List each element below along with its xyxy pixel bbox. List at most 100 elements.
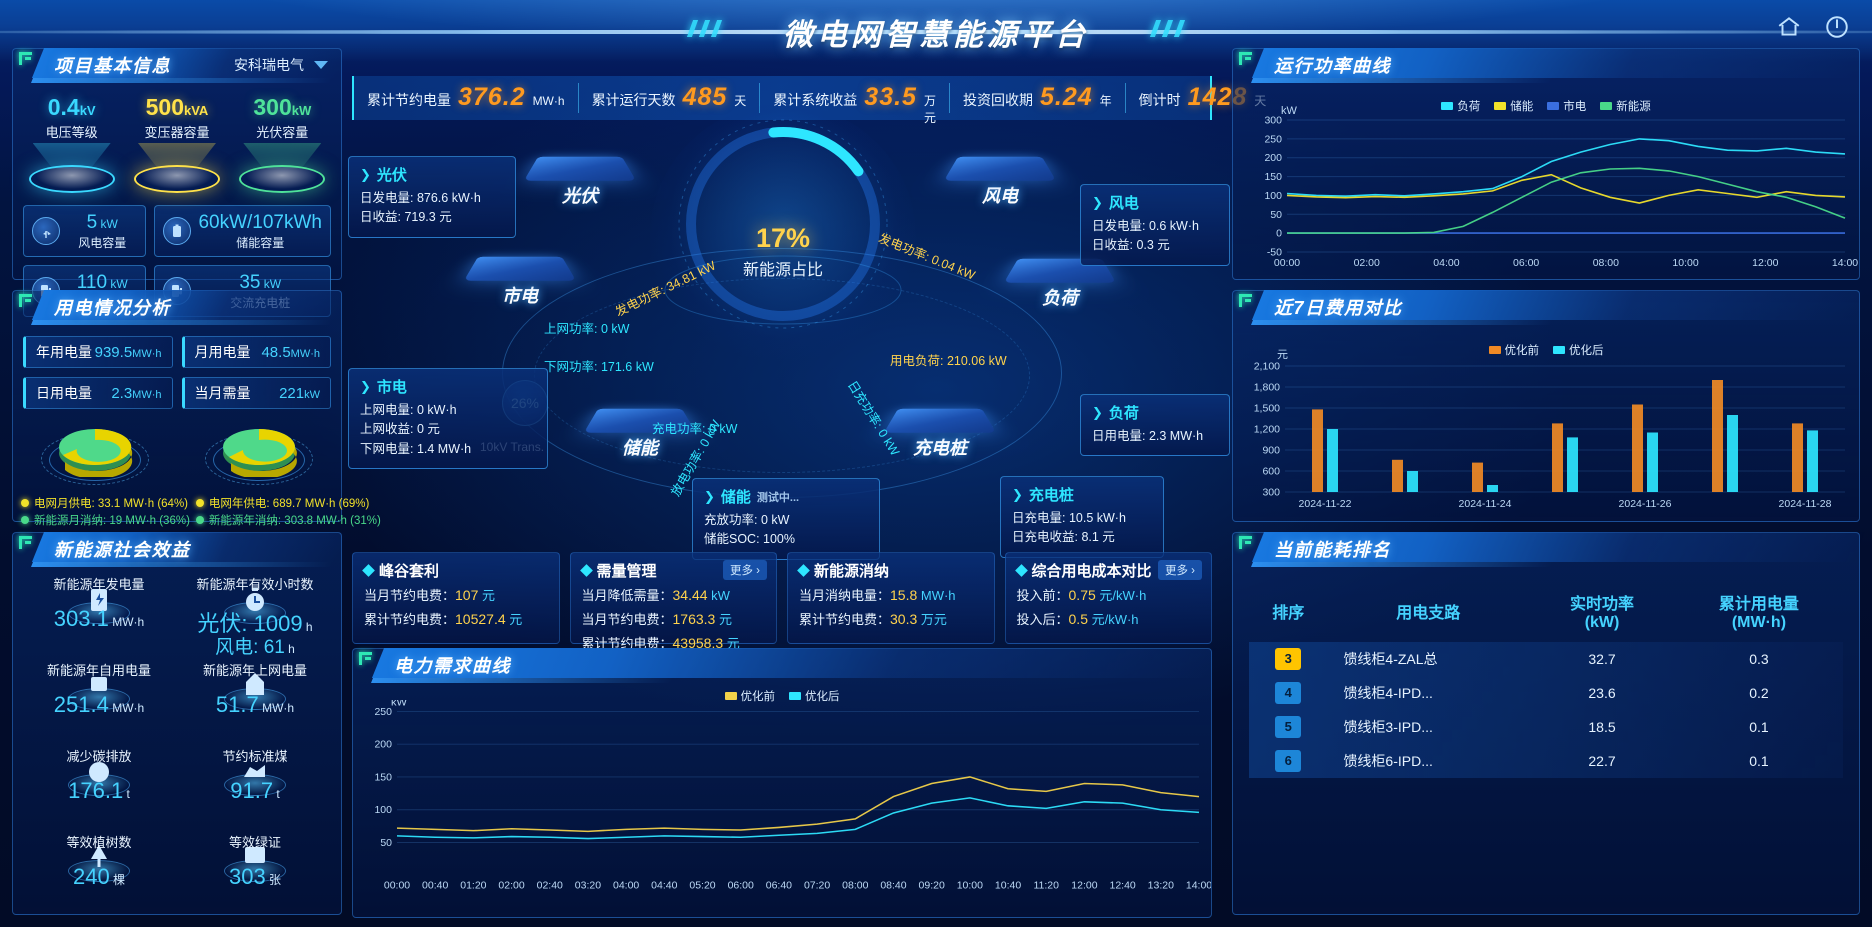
panel-energy-rank: 当前能耗排名 排序 用电支路 实时功率 (kW) 累计用电量 (MW·h) 3 馈线柜…: [1232, 532, 1867, 915]
cell-power: 22.7: [1588, 753, 1616, 769]
diamond-icon: [362, 564, 375, 577]
card-title: 综合用电成本对比: [1014, 560, 1201, 581]
card-title: 风电: [1108, 195, 1139, 212]
y-tick: 1,200: [1254, 424, 1280, 436]
arrow-icon: ❯: [360, 166, 371, 182]
kpi-bar: 累计节约电量 376.2 MW·h 累计运行天数 485 天累计系统收益 33.5 万元 投资回…: [352, 76, 1266, 125]
benefit-value: 91.7 t: [230, 778, 280, 803]
y-tick: 50: [1270, 209, 1282, 221]
y-tick: 600: [1262, 466, 1280, 478]
node-label: 充电桩: [913, 438, 967, 458]
benefit-label: 新能源年上网电量: [202, 663, 307, 678]
panel-basic-info: 项目基本信息 安科瑞电气 0.4kV 电压等级 500kVA 变压器容量 300kW 光伏…: [12, 48, 349, 317]
benefit-value: 176.1 t: [68, 778, 130, 803]
rank-badge: 3: [1275, 648, 1302, 670]
benefit-item: 等效绿证 303 张: [177, 834, 333, 920]
chevron-down-icon[interactable]: [314, 61, 328, 69]
row-unit: 元: [478, 588, 495, 603]
legend-swatch: [789, 692, 801, 700]
usage-metric: 月用电量 48.5MW·h: [181, 336, 331, 368]
panel-usage-analysis: 用电情况分析 年用电量 939.5MW·h 月用电量 48.5MW·h 日用电量 2.3M…: [12, 290, 381, 527]
node-charger[interactable]: 充电桩: [883, 398, 997, 460]
x-tick: 08:00: [842, 881, 869, 892]
row-label: 累计节约电费：: [364, 611, 456, 627]
benefit-label: 新能源年发电量: [53, 577, 145, 592]
arrow-icon: ❯: [1092, 404, 1103, 420]
kpi-label: 累计运行天数: [591, 92, 676, 108]
node-label: 负荷: [1042, 288, 1078, 308]
diamond-icon: [797, 564, 810, 577]
benefit-label: 新能源年自用电量: [46, 663, 151, 678]
row-value: 107: [455, 587, 479, 603]
table-row[interactable]: 5 馈线柜3-IPD... 18.5 0.1: [1249, 710, 1843, 744]
diamond-icon: [1014, 564, 1028, 577]
benefit-value: 303.1 MW·h: [53, 606, 145, 631]
more-button[interactable]: 更多 ›: [722, 560, 767, 580]
card-line: 日发电量: 876.6 kW·h: [360, 191, 481, 205]
capacity-beam: [137, 143, 216, 169]
x-tick: 12:00: [1752, 257, 1778, 269]
node-grid[interactable]: 市电: [463, 246, 577, 308]
ratio-suffix: %: [786, 223, 811, 254]
cell-energy: 0.1: [1749, 753, 1769, 769]
node-storage[interactable]: 储能: [583, 398, 697, 460]
table-row[interactable]: 3 馈线柜4-ZAL总 32.7 0.3: [1249, 642, 1843, 676]
card-grid: ❯ 市电 上网电量: 0 kW·h 上网收益: 0 元 下网电量: 1.4 MW·…: [348, 368, 548, 470]
panel-cost-compare: 近7日费用对比 优化前 优化后 元 300 600 900 1,200 1,500 1,800…: [1232, 290, 1867, 522]
cost-chart: 优化前 优化后 元 300 600 900 1,200 1,500 1,800 2,100 202…: [1233, 324, 1859, 520]
corner-icon: [19, 536, 33, 550]
bar: [1647, 432, 1658, 492]
home-icon[interactable]: [1776, 14, 1802, 45]
legend-item: 电网年供电: 689.7 MW·h (69%): [195, 495, 381, 511]
capacity-cell[interactable]: 5 kW 风电容量: [23, 205, 147, 257]
panel-header: 电力需求曲线: [352, 648, 1219, 683]
power-icon[interactable]: [1824, 14, 1850, 45]
kpi-value: 485: [682, 83, 728, 111]
benefit-value: 光伏: 1009 h: [197, 611, 313, 636]
y-axis-label: 元: [1277, 349, 1288, 361]
x-tick: 08:40: [880, 881, 907, 892]
company-selector-label[interactable]: 安科瑞电气: [234, 57, 304, 73]
demand-chart: 优化前 优化后 kW 50 100 150 200 250 00:00 00:40 01:20 02…: [353, 682, 1211, 916]
plug-icon: [82, 668, 116, 702]
legend-label: 优化前: [1504, 345, 1540, 357]
capacity-cell[interactable]: 60kW/107kWh 储能容量: [154, 205, 331, 257]
table-row[interactable]: 4 馈线柜4-IPD... 23.6 0.2: [1249, 676, 1843, 710]
storage-status-badge: 测试中...: [756, 491, 800, 504]
card-wind: ❯ 风电 日发电量: 0.6 kW·h 日收益: 0.3 元: [1080, 184, 1230, 266]
more-button[interactable]: 更多 ›: [1157, 560, 1202, 580]
y-axis-label: kW: [1281, 105, 1298, 117]
node-pv[interactable]: 光伏: [523, 146, 637, 208]
arrow-icon: ❯: [360, 378, 371, 394]
card-line: 上网收益: 0 元: [360, 422, 440, 437]
legend-item: 优化后: [789, 688, 840, 704]
y-tick: 0: [1276, 228, 1282, 240]
col-branch: 用电支路: [1396, 605, 1461, 622]
bar: [1727, 415, 1738, 492]
usage-metric: 年用电量 939.5MW·h: [23, 336, 173, 368]
flow-export-power: 上网功率: 0 kW: [544, 322, 630, 336]
table-row[interactable]: 6 馈线柜6-IPD... 22.7 0.1: [1249, 744, 1843, 778]
row-value: 15.8: [890, 587, 918, 603]
capacity-disc: [239, 165, 326, 193]
battery-bolt-icon: [82, 582, 116, 616]
row-value: 30.3: [890, 610, 918, 627]
legend-swatch: [1600, 102, 1613, 110]
x-tick: 01:20: [460, 881, 487, 892]
node-load[interactable]: 负荷: [1003, 248, 1117, 310]
x-tick: 12:00: [1071, 881, 1098, 892]
cell-power: 32.7: [1588, 651, 1616, 667]
node-wind[interactable]: 风电: [943, 146, 1057, 208]
y-axis-label: kW: [391, 700, 408, 709]
card-title: 需量管理: [579, 560, 766, 581]
benefit-label: 等效绿证: [228, 835, 281, 850]
y-tick: 900: [1262, 445, 1280, 457]
card-title: 储能: [720, 489, 751, 506]
panel-power-curve: 运行功率曲线 负荷 储能 市电 新能源 kW -50 0 50 100 150 200 250 300…: [1232, 48, 1867, 280]
legend-dot: [21, 516, 29, 524]
corner-icon: [1239, 52, 1253, 66]
co2-icon: [82, 754, 116, 788]
metric-label: 年用电量: [36, 344, 92, 360]
card-line: 储能SOC: 100%: [704, 532, 796, 547]
metric-cards-row: 峰谷套利 当月节约电费：107 元累计节约电费：10527.4 元需量管理 更多 ›…: [352, 552, 1212, 651]
